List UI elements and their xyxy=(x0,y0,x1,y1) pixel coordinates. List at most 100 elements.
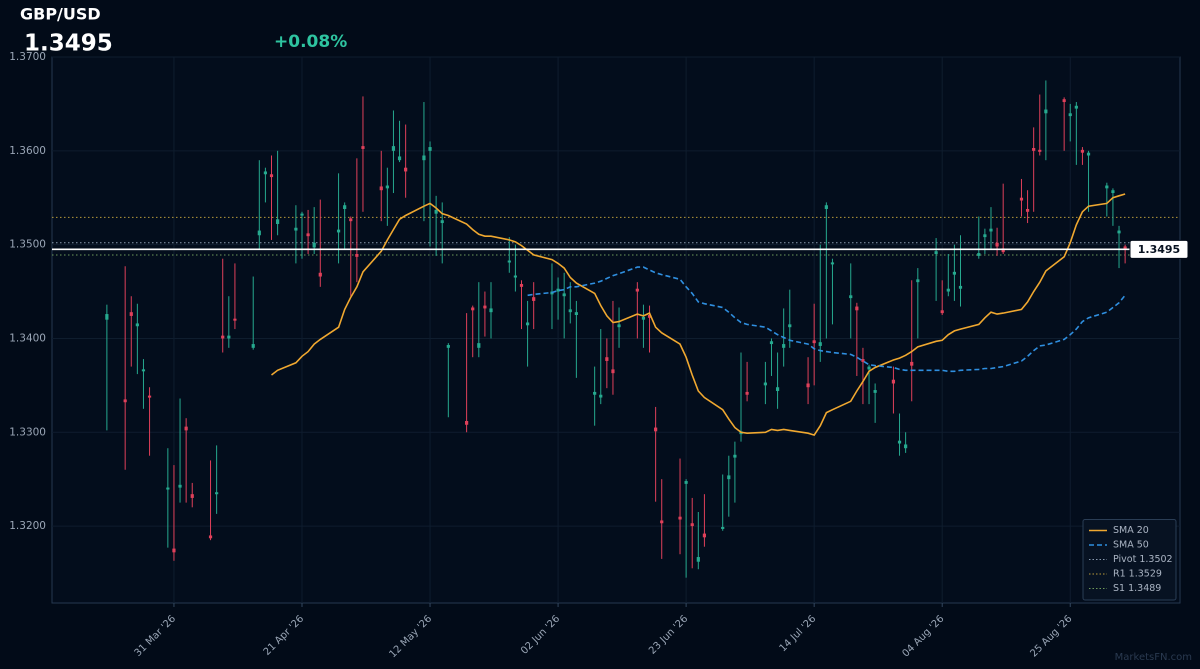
candle-body xyxy=(257,230,261,236)
candle-body xyxy=(745,391,749,395)
watermark: MarketsFN.com xyxy=(1115,652,1192,663)
candle-body xyxy=(934,251,938,255)
legend: SMA 20 SMA 50 Pivot 1.3502 R1 1.3529 S1 1.34… xyxy=(1082,519,1177,601)
candle-body xyxy=(599,394,603,398)
candle-body xyxy=(123,399,127,403)
candle-body xyxy=(483,305,487,309)
candle-body xyxy=(404,167,408,172)
candle-body xyxy=(855,306,859,311)
candle-body xyxy=(251,344,255,348)
candle-body xyxy=(233,318,237,321)
candle-body xyxy=(769,341,774,345)
candle-body xyxy=(989,228,993,232)
last-price: 1.3495 xyxy=(24,31,113,57)
candle-body xyxy=(1080,149,1085,153)
candle-body xyxy=(184,426,188,431)
candle-body xyxy=(178,484,182,488)
candle-body xyxy=(428,147,432,151)
candle-body xyxy=(727,475,731,480)
candle-body xyxy=(641,316,646,320)
candle-body xyxy=(318,272,322,277)
candle-body xyxy=(1123,246,1127,249)
candle-body xyxy=(385,185,389,189)
candle-body xyxy=(379,186,383,191)
candles xyxy=(105,80,1127,578)
candle-body xyxy=(897,440,902,444)
candle-body xyxy=(129,312,133,316)
candle-body xyxy=(105,314,109,320)
candle-body xyxy=(574,312,578,315)
candle-body xyxy=(660,520,664,524)
candle-body xyxy=(867,366,871,370)
candle-body xyxy=(312,242,316,248)
candle-body xyxy=(983,234,987,238)
candle-body xyxy=(611,369,615,374)
candle-body xyxy=(678,516,682,520)
candle-body xyxy=(1117,230,1121,234)
candle-body xyxy=(684,481,688,484)
candle-body xyxy=(532,297,536,301)
y-tick-label: 1.3500 xyxy=(9,239,46,251)
candle-body xyxy=(349,218,353,222)
candle-body xyxy=(861,359,865,362)
chart-title: GBP/USD xyxy=(20,5,101,24)
candle-body xyxy=(593,391,597,395)
candle-body xyxy=(221,335,225,339)
y-tick-label: 1.3700 xyxy=(9,51,46,63)
candle-body xyxy=(904,444,908,449)
candle-body xyxy=(397,156,402,161)
candle-body xyxy=(873,390,877,393)
candle-body xyxy=(849,295,853,299)
candle-body xyxy=(995,242,999,247)
candle-body xyxy=(477,343,481,348)
candle-body xyxy=(355,254,359,257)
candle-body xyxy=(946,288,950,292)
candle-body xyxy=(1105,185,1109,189)
candle-body xyxy=(1062,99,1066,103)
candle-body xyxy=(513,275,517,278)
candle-body xyxy=(940,310,944,314)
candle-body xyxy=(733,454,737,458)
candle-body xyxy=(1038,149,1042,152)
candle-body xyxy=(763,382,767,386)
candle-body xyxy=(190,494,194,498)
price-change: +0.08% xyxy=(274,32,347,52)
candle-body xyxy=(1074,105,1078,109)
legend-label: SMA 50 xyxy=(1113,540,1149,551)
candle-body xyxy=(1025,208,1030,212)
legend-box xyxy=(1082,519,1177,601)
sma-line xyxy=(527,266,1126,373)
candle-body xyxy=(263,171,268,175)
candle-body xyxy=(702,533,707,538)
candle-body xyxy=(910,361,914,366)
candle-body xyxy=(440,220,444,224)
legend-label: S1 1.3489 xyxy=(1113,583,1161,594)
y-tick-label: 1.3300 xyxy=(9,426,46,438)
candle-body xyxy=(782,344,786,348)
candle-body xyxy=(141,369,146,372)
candle-body xyxy=(916,279,920,283)
candle-body xyxy=(391,146,396,151)
candle-body xyxy=(1044,109,1048,114)
candle-body xyxy=(434,209,438,214)
candle-body xyxy=(300,213,304,216)
candle-body xyxy=(891,379,896,384)
candle-body xyxy=(1111,190,1115,194)
candle-body xyxy=(276,219,280,224)
legend-label: R1 1.3529 xyxy=(1113,569,1162,580)
candle-body xyxy=(135,323,139,327)
candle-body xyxy=(788,324,792,328)
candle-body xyxy=(507,260,511,263)
y-tick-label: 1.3600 xyxy=(9,145,46,157)
candle-body xyxy=(269,174,274,178)
y-tick-label: 1.3400 xyxy=(9,332,46,344)
candle-body xyxy=(824,205,828,209)
candle-body xyxy=(654,427,658,432)
candle-body xyxy=(721,526,725,529)
candle-body xyxy=(446,345,450,348)
price-tag-label: 1.3495 xyxy=(1138,243,1180,256)
candle-body xyxy=(690,523,694,527)
candle-body xyxy=(977,253,981,256)
candle-body xyxy=(343,205,347,209)
